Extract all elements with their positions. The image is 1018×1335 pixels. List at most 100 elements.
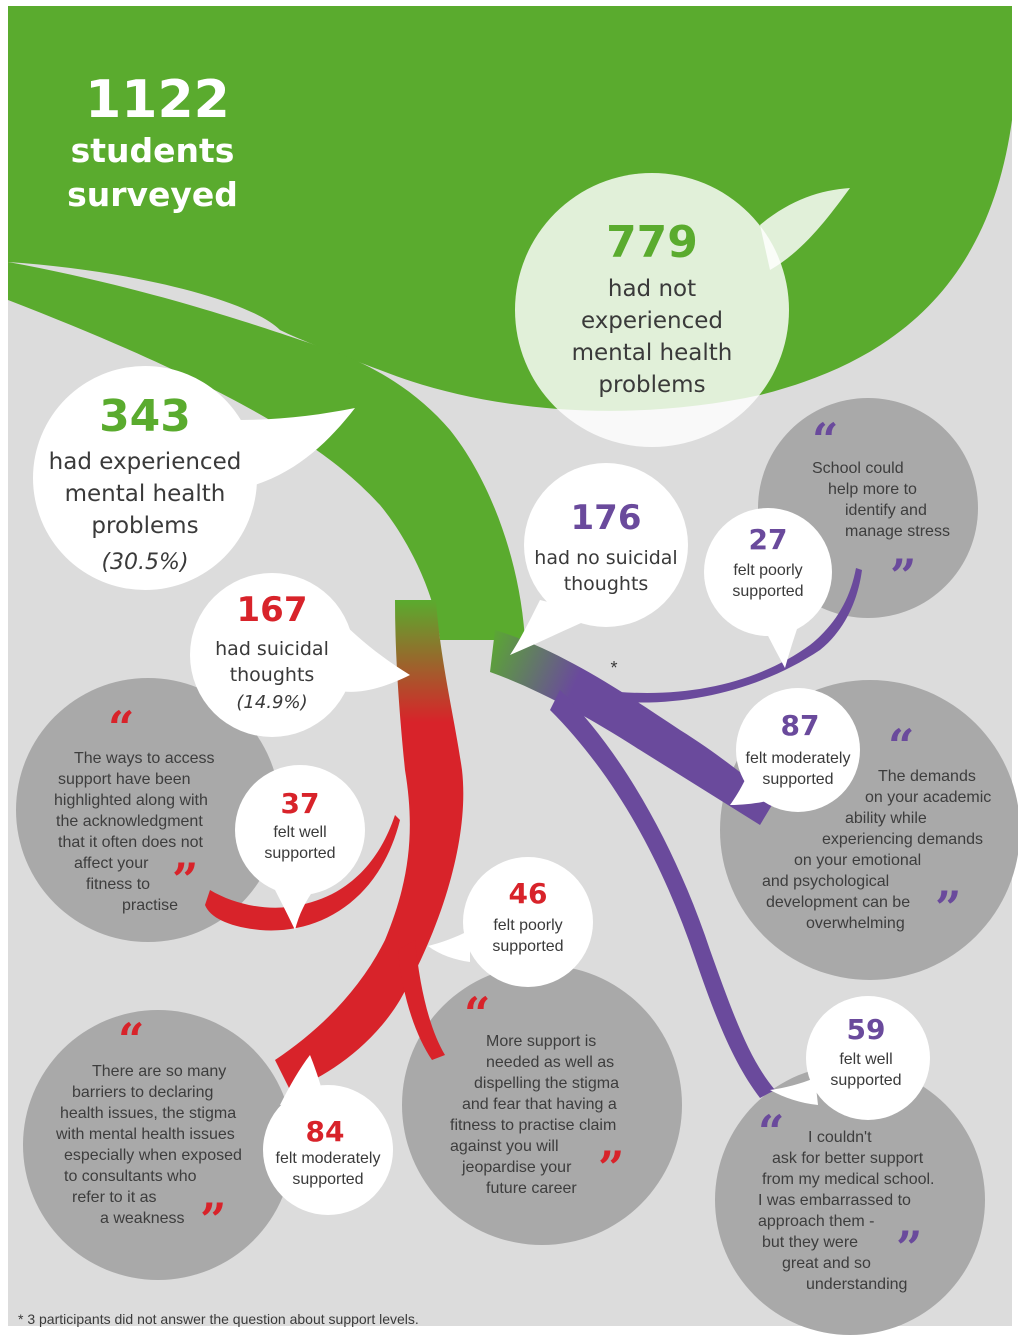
no-suicidal-well-line-1: felt well	[839, 1051, 893, 1068]
suicidal-percent: (14.9%)	[236, 692, 308, 713]
suicidal-well-line-1: felt well	[273, 824, 327, 841]
quote-line: The ways to access	[74, 750, 215, 767]
quote-close-icon: ”	[890, 549, 917, 603]
quote-close-icon: ”	[172, 853, 199, 907]
not-experienced-number: 779	[606, 217, 698, 268]
not-experienced-line-2: experienced	[580, 308, 724, 334]
no-suicidal-poor-number: 27	[748, 523, 788, 556]
no-suicidal-moderate-line-2: supported	[762, 771, 834, 788]
purple-flow-59	[550, 690, 775, 1098]
bubble-779	[515, 173, 850, 447]
suicidal-poor-line-2: supported	[492, 938, 564, 955]
quote-circle-barriers	[23, 1010, 293, 1280]
quote-line: jeopardise your	[462, 1159, 572, 1176]
quote-close-icon: ”	[896, 1221, 923, 1275]
bubble-27	[704, 508, 832, 668]
no-suicidal-line-2: thoughts	[563, 573, 649, 595]
no-suicidal-line-1: had no suicidal	[534, 547, 678, 569]
not-experienced-line-1: had not	[607, 276, 697, 302]
quote-line: on your academic	[865, 789, 992, 806]
quote-line: a weakness	[100, 1210, 185, 1227]
bubble-167	[190, 573, 410, 737]
total-number: 1122	[85, 70, 230, 130]
quote-circle-access	[16, 678, 280, 942]
quote-open-icon: “	[108, 701, 135, 755]
quote-demands: The demands on your academic ability whi…	[750, 766, 1010, 934]
quote-line: More support is	[486, 1033, 597, 1050]
quote-line: highlighted along with	[54, 792, 208, 809]
quote-line: future career	[486, 1180, 577, 1197]
quote-line: the acknowledgment	[56, 813, 203, 830]
quote-line: and fear that having a	[462, 1096, 617, 1113]
red-flow-46	[398, 940, 445, 1060]
quote-line: manage stress	[845, 523, 950, 540]
suicidal-line-2: thoughts	[229, 664, 315, 686]
no-suicidal-number: 176	[570, 498, 642, 538]
quote-line: identify and	[845, 502, 927, 519]
quote-line: refer to it as	[72, 1189, 157, 1206]
quote-line: ability while	[845, 810, 927, 827]
not-experienced-line-4: problems	[598, 372, 706, 398]
quote-line: on your emotional	[794, 852, 922, 869]
bubble-46	[428, 857, 593, 987]
quote-line: understanding	[806, 1276, 908, 1293]
quote-line: that it often does not	[58, 834, 203, 851]
no-suicidal-well-line-2: supported	[830, 1072, 902, 1089]
quote-line: great and so	[782, 1255, 871, 1272]
quote-line: barriers to declaring	[72, 1084, 214, 1101]
suicidal-number: 167	[236, 590, 308, 630]
quote-open-icon: “	[888, 719, 915, 773]
no-suicidal-well-number: 59	[846, 1013, 886, 1046]
experienced-number: 343	[99, 391, 191, 442]
quote-line: help more to	[828, 481, 917, 498]
quote-line: There are so many	[92, 1063, 227, 1080]
quote-close-icon: ”	[200, 1193, 227, 1247]
suicidal-well-line-2: supported	[264, 845, 336, 862]
quote-barriers: There are so many barriers to declaring …	[56, 1061, 266, 1229]
experienced-line-1: had experienced	[48, 449, 242, 475]
quote-line: especially when exposed	[64, 1147, 242, 1164]
quote-embarrassed: I couldn't ask for better support from m…	[740, 1127, 970, 1295]
quote-line: support have been	[58, 771, 191, 788]
quote-line: I couldn't	[808, 1129, 872, 1146]
quote-close-icon: ”	[935, 881, 962, 935]
experienced-line-2: mental health	[64, 481, 226, 507]
quote-line: against you will	[450, 1138, 559, 1155]
quote-line: dispelling the stigma	[474, 1075, 619, 1092]
quote-circle-more-support	[402, 965, 682, 1245]
suicidal-poor-number: 46	[508, 877, 548, 910]
quote-more-support: More support is needed as well as dispel…	[440, 1031, 660, 1199]
total-line-2: surveyed	[67, 175, 238, 214]
bubble-59	[770, 996, 930, 1120]
no-suicidal-poor-line-1: felt poorly	[733, 562, 803, 579]
quote-stress: School could help more to identify and m…	[790, 458, 960, 542]
not-experienced-line-3: mental health	[571, 340, 733, 366]
quote-open-icon: “	[812, 413, 839, 467]
quote-line: ask for better support	[772, 1150, 924, 1167]
quote-open-icon: “	[118, 1013, 145, 1067]
no-suicidal-moderate-line-1: felt moderately	[745, 750, 851, 767]
quote-line: fitness to practise claim	[450, 1117, 617, 1134]
quote-line: health issues, the stigma	[60, 1105, 237, 1122]
suicidal-moderate-number: 84	[305, 1115, 345, 1148]
bubble-176	[510, 463, 688, 655]
quote-open-icon: “	[758, 1105, 785, 1159]
bubble-37	[235, 765, 365, 930]
quote-line: and psychological	[762, 873, 890, 890]
quote-line: needed as well as	[486, 1054, 615, 1071]
quote-line: but they were	[762, 1234, 859, 1251]
quote-line: fitness to	[86, 876, 151, 893]
quote-open-icon: “	[464, 987, 491, 1041]
suicidal-line-1: had suicidal	[215, 638, 329, 660]
quote-line: to consultants who	[64, 1168, 197, 1185]
quote-line: I was embarrassed to	[758, 1192, 911, 1209]
quote-close-icon: ”	[598, 1141, 625, 1195]
red-flow-37	[205, 815, 400, 931]
total-line-1: students	[70, 131, 235, 170]
experienced-percent: (30.5%)	[101, 550, 189, 575]
quote-circle-embarrassed	[715, 1065, 985, 1335]
purple-flow-176	[490, 630, 775, 825]
suicidal-poor-line-1: felt poorly	[493, 917, 563, 934]
